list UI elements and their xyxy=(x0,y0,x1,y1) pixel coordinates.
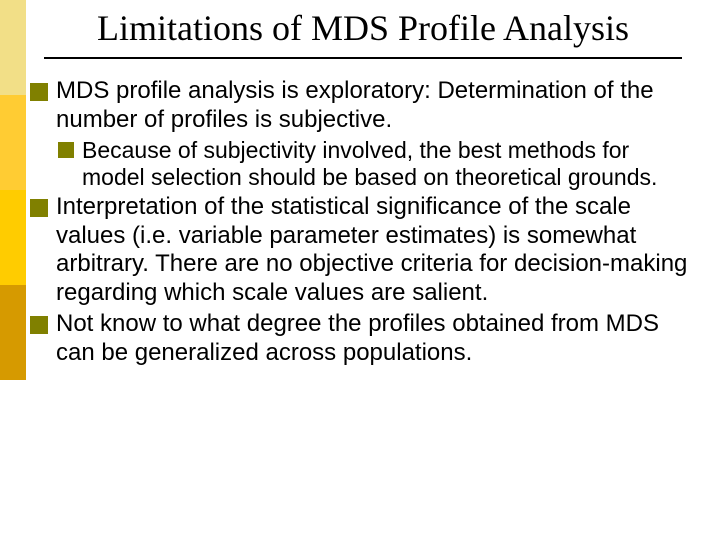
square-bullet-icon xyxy=(58,142,74,158)
sidebar-seg-2 xyxy=(0,190,26,285)
sidebar-seg-3 xyxy=(0,285,26,380)
sidebar-seg-0 xyxy=(0,0,26,95)
sidebar-accent xyxy=(0,0,26,540)
sidebar-seg-1 xyxy=(0,95,26,190)
list-item: Because of subjectivity involved, the be… xyxy=(58,137,690,191)
title-area: Limitations of MDS Profile Analysis xyxy=(26,0,700,59)
list-item: Not know to what degree the profiles obt… xyxy=(30,310,690,368)
list-item: Interpretation of the statistical signif… xyxy=(30,193,690,308)
page-title: Limitations of MDS Profile Analysis xyxy=(26,6,700,57)
bullet-text: MDS profile analysis is exploratory: Det… xyxy=(56,77,690,135)
square-bullet-icon xyxy=(30,316,48,334)
bullet-text: Because of subjectivity involved, the be… xyxy=(82,137,690,191)
list-item: MDS profile analysis is exploratory: Det… xyxy=(30,77,690,135)
sidebar-seg-4 xyxy=(0,380,26,540)
bullet-text: Not know to what degree the profiles obt… xyxy=(56,310,690,368)
square-bullet-icon xyxy=(30,199,48,217)
square-bullet-icon xyxy=(30,83,48,101)
bullet-text: Interpretation of the statistical signif… xyxy=(56,193,690,308)
slide-body: MDS profile analysis is exploratory: Det… xyxy=(30,59,690,368)
